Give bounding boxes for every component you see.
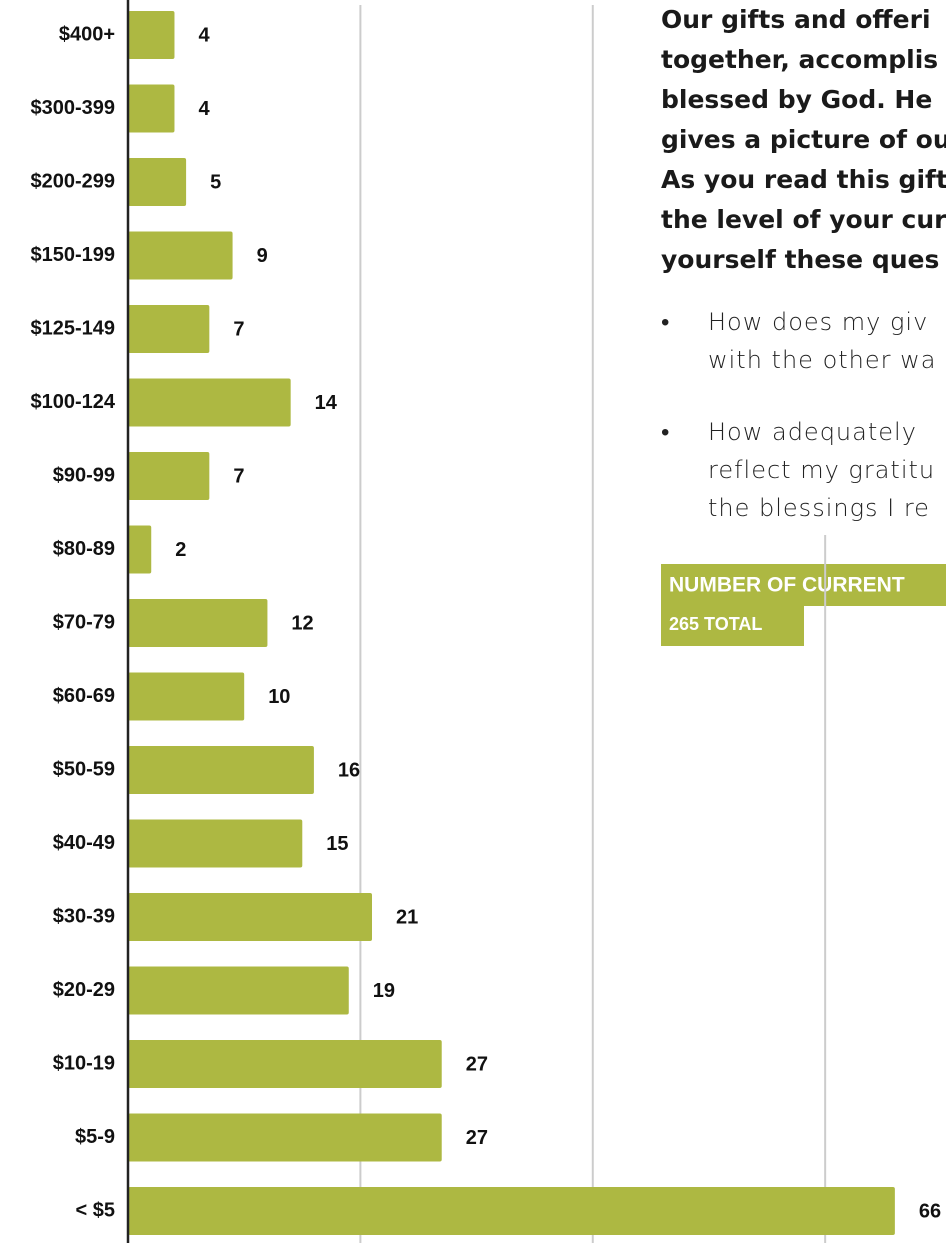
bar — [128, 672, 245, 721]
y-tick-label: $70-79 — [53, 611, 115, 633]
bar — [128, 966, 349, 1015]
bar — [128, 819, 303, 868]
value-label: 21 — [396, 906, 418, 928]
value-label: 19 — [373, 980, 395, 1002]
bar — [128, 84, 175, 133]
bar — [128, 1040, 442, 1088]
chart-subtitle: 265 TOTAL — [669, 614, 762, 634]
y-tick-label: $80-89 — [53, 538, 115, 560]
value-label: 7 — [233, 318, 244, 340]
y-tick-label: $150-199 — [30, 244, 115, 266]
paragraph-line: gives a picture of ou — [661, 125, 946, 154]
bullet-line: How does my giv — [708, 308, 928, 336]
paragraph-line: As you read this gift — [661, 165, 946, 194]
paragraph-line: yourself these ques — [661, 245, 939, 274]
subtitle-box — [661, 604, 804, 646]
bar — [128, 452, 210, 500]
title-box — [661, 564, 946, 606]
bullet-line: reflect my gratitu — [708, 456, 935, 484]
paragraph-line: blessed by God. He — [661, 85, 932, 114]
y-tick-label: $20-29 — [53, 979, 115, 1001]
paragraph-line: together, accomplis — [661, 45, 938, 74]
value-label: 27 — [466, 1127, 488, 1149]
y-tick-label: $400+ — [59, 23, 115, 45]
y-tick-label: $300-399 — [30, 97, 115, 119]
value-label: 7 — [233, 465, 244, 487]
y-tick-label: $5-9 — [75, 1126, 115, 1148]
bar — [128, 599, 268, 647]
value-label: 4 — [198, 98, 210, 120]
y-tick-label: $30-39 — [53, 905, 115, 927]
bar — [128, 1187, 895, 1235]
bar — [128, 1113, 442, 1162]
bullet-dot: • — [661, 308, 670, 336]
y-tick-label: < $5 — [76, 1199, 115, 1221]
bar — [128, 378, 291, 427]
value-label: 16 — [338, 759, 360, 781]
bullet-line: How adequately — [708, 418, 917, 446]
y-tick-label: $50-59 — [53, 758, 115, 780]
bar — [128, 231, 233, 280]
y-tick-label: $40-49 — [53, 832, 115, 854]
value-label: 12 — [291, 612, 313, 634]
bullet-line: with the other wa — [708, 346, 936, 374]
value-label: 27 — [466, 1053, 488, 1075]
bar — [128, 305, 210, 353]
chart-title: NUMBER OF CURRENT — [669, 574, 905, 597]
bar — [128, 11, 175, 59]
value-label: 14 — [315, 392, 338, 414]
value-label: 4 — [198, 24, 210, 46]
bar — [128, 893, 373, 941]
y-tick-label: $200-299 — [30, 170, 115, 192]
paragraph-line: the level of your cur — [661, 205, 946, 234]
y-tick-label: $60-69 — [53, 685, 115, 707]
bullet-dot: • — [661, 418, 670, 446]
value-label: 15 — [326, 833, 348, 855]
value-label: 66 — [919, 1200, 941, 1222]
value-label: 5 — [210, 171, 221, 193]
y-tick-label: $10-19 — [53, 1052, 115, 1074]
y-tick-label: $125-149 — [30, 317, 115, 339]
bar — [128, 525, 152, 574]
paragraph-line: Our gifts and offeri — [661, 5, 931, 34]
value-label: 2 — [175, 539, 186, 561]
value-label: 10 — [268, 686, 290, 708]
bar — [128, 158, 187, 206]
value-label: 9 — [257, 245, 268, 267]
y-tick-label: $90-99 — [53, 464, 115, 486]
y-tick-label: $100-124 — [30, 391, 115, 413]
bullet-line: the blessings I re — [708, 494, 930, 522]
bar — [128, 746, 314, 794]
